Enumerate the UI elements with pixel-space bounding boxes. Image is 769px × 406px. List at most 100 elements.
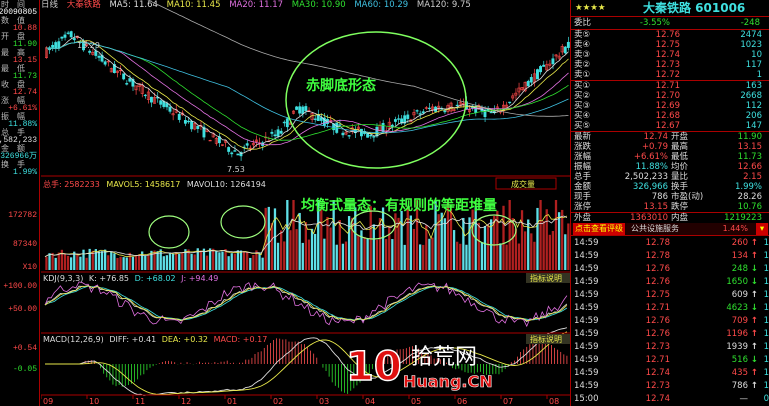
info-value: 11.73 — [12, 72, 37, 81]
volume-bar — [428, 238, 431, 270]
ask-row[interactable]: 卖⑤ 12.76 2474 — [574, 30, 762, 40]
kdj-line — [44, 285, 568, 321]
ask-row[interactable]: 卖③ 12.74 10 — [574, 50, 762, 60]
kdj-chart — [44, 281, 568, 328]
volume-bar — [360, 230, 363, 270]
watermark-number: 10 — [346, 344, 402, 390]
volume-bar — [369, 206, 372, 270]
candle — [177, 113, 181, 120]
volume-bar — [73, 251, 76, 270]
candle — [526, 80, 530, 87]
bid-row[interactable]: 买② 12.70 2668 — [574, 91, 762, 101]
volume-bar — [156, 251, 159, 270]
macd-help-button[interactable] — [526, 334, 570, 344]
candle — [270, 131, 274, 134]
info-value: +6.61% — [8, 104, 37, 113]
volume-bar — [363, 236, 366, 270]
tick-flag: 0 — [763, 394, 769, 404]
volume-bar — [178, 253, 181, 270]
volume-pattern-ellipse — [350, 210, 396, 240]
indicator-selector[interactable] — [495, 177, 557, 190]
bid-row[interactable]: 买① 12.71 163 — [574, 81, 762, 91]
indicator-selector-label[interactable]: 成交量 — [511, 179, 535, 189]
volume-pattern-ellipse — [148, 215, 190, 249]
candle — [366, 133, 370, 138]
volume-bar — [440, 212, 443, 270]
candle — [159, 100, 163, 105]
volume-bar — [175, 252, 178, 270]
ask-row[interactable]: 卖④ 12.75 1023 — [574, 40, 762, 50]
kdj-help-label[interactable]: 指标说明 — [530, 273, 562, 283]
candle — [520, 87, 524, 91]
date-tick: 10 — [89, 397, 99, 406]
arrow-up-icon: ↑ — [750, 238, 758, 248]
candle — [554, 54, 558, 57]
volume-bar — [144, 255, 147, 270]
industry-expand-button[interactable]: ▾ — [756, 223, 768, 235]
volume-bar — [496, 210, 499, 270]
bid-row[interactable]: 买③ 12.69 112 — [574, 101, 762, 111]
tick-flag: 1 — [763, 329, 769, 339]
tick-flag: 1 — [763, 238, 769, 248]
arrow-down-icon: ↓ — [750, 355, 758, 365]
volume-bar — [335, 244, 338, 270]
industry-link[interactable]: 公共设施服务 — [631, 224, 679, 233]
ma5-line — [46, 36, 569, 154]
volume-bar — [539, 200, 542, 270]
volume-bar — [193, 254, 196, 270]
arrow-up-icon: ↑ — [750, 342, 758, 352]
tick-flag: 1 — [763, 251, 769, 261]
watermark-logo: 10 拾荒网 Huang.CN — [345, 343, 493, 391]
volume-bar — [147, 255, 150, 270]
volume-bar — [422, 244, 425, 270]
axis-label: -0.05 — [12, 365, 37, 374]
volume-bar — [462, 217, 465, 270]
stat-row: 总手 2,502,233 量比 2.15 — [574, 172, 762, 182]
volume-bar — [181, 252, 184, 270]
volume-bar — [242, 251, 246, 270]
volume-bar — [76, 253, 79, 270]
volume-bar — [307, 239, 311, 270]
volume-bar — [508, 200, 511, 270]
candle — [489, 111, 493, 114]
volume-bar — [452, 230, 456, 270]
ma30-value: MA30: 10.90 — [291, 0, 346, 10]
tick-row: 14:59 12.78 134 ↑ 1 — [574, 251, 769, 261]
info-value: 20090805 — [0, 8, 37, 17]
candle — [183, 120, 187, 124]
chart-area[interactable]: 赤脚底形态 13.29 7.53 总手: 2582233 MAVOL5: 145… — [41, 0, 570, 406]
volume-bar — [165, 255, 169, 270]
macd-help-label[interactable]: 指标说明 — [530, 334, 562, 344]
candle — [103, 61, 107, 65]
date-tick: 12 — [181, 397, 191, 406]
bid-row[interactable]: 买④ 12.68 206 — [574, 111, 762, 121]
pattern-annotation: 赤脚底形态 — [306, 77, 376, 94]
candle — [236, 153, 240, 156]
info-label: 总手 — [1, 128, 33, 137]
candle — [51, 44, 55, 48]
kdj-help-button[interactable] — [526, 273, 570, 283]
ask-row[interactable]: 卖① 12.72 1 — [574, 70, 762, 80]
volume-bar — [187, 249, 190, 270]
arrow-up-icon: ↑ — [750, 368, 758, 378]
period-label[interactable]: 日线 — [41, 0, 59, 10]
candle — [412, 112, 416, 116]
volume-bar — [385, 239, 388, 270]
tick-flag: 1 — [763, 381, 769, 391]
volume-bar — [375, 239, 379, 270]
volume-bar — [502, 205, 505, 270]
candle — [508, 101, 512, 104]
volume-bar — [317, 200, 320, 270]
volume-bar — [394, 213, 397, 270]
arrow-up-icon: ↑ — [750, 381, 758, 391]
volume-bar — [366, 238, 369, 270]
stat-row: 最新 12.74 开盘 11.90 — [574, 132, 762, 142]
candle — [415, 110, 419, 112]
rating-button[interactable]: 点击查看评级 — [573, 223, 625, 235]
info-value: 12.74 — [12, 88, 37, 97]
volume-bar — [378, 218, 382, 270]
bid-row[interactable]: 买⑤ 12.67 147 — [574, 121, 762, 131]
arrow-up-icon: ↑ — [750, 251, 758, 261]
ask-row[interactable]: 卖② 12.73 117 — [574, 60, 762, 70]
candle — [341, 132, 345, 136]
